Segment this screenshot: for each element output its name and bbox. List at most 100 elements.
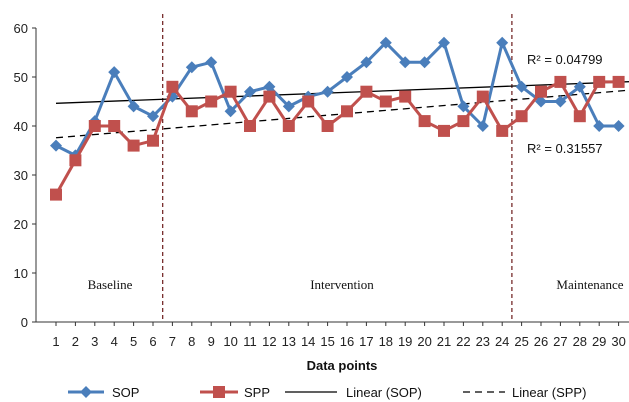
- data-point-spp: [147, 134, 159, 147]
- data-point-sop: [108, 66, 121, 79]
- data-point-spp: [360, 85, 373, 98]
- x-tick-label: 18: [379, 334, 393, 349]
- y-tick-label: 40: [14, 119, 28, 134]
- y-tick-label: 60: [14, 21, 28, 36]
- x-axis: 1 2 3 4 5 6 7 8 9 10 11 12 13 14 15 16 17 18 19 20 21 22 23 24 2…: [36, 321, 629, 349]
- data-point-sop: [573, 80, 586, 93]
- data-point-spp: [457, 115, 470, 128]
- data-point-spp: [205, 95, 218, 108]
- x-tick-label: 11: [243, 334, 257, 349]
- x-tick-label: 5: [130, 334, 137, 349]
- x-tick-label: 28: [573, 334, 587, 349]
- legend-item-spp: SPP: [200, 385, 270, 400]
- data-point-spp: [88, 120, 101, 132]
- data-point-spp: [108, 120, 121, 132]
- data-point-spp: [379, 95, 392, 108]
- x-tick-label: 1: [52, 334, 59, 349]
- data-point-spp: [399, 90, 412, 103]
- data-point-spp: [127, 139, 140, 152]
- data-point-sop: [244, 85, 256, 98]
- x-tick-label: 9: [208, 334, 215, 349]
- x-tick-label: 17: [359, 334, 373, 349]
- x-tick-label: 16: [340, 334, 354, 349]
- x-tick-label: 23: [476, 334, 490, 349]
- x-tick-label: 4: [111, 334, 118, 349]
- data-point-sop: [476, 120, 489, 132]
- data-point-spp: [341, 105, 353, 118]
- data-point-sop: [50, 139, 62, 152]
- x-tick-label: 15: [320, 334, 334, 349]
- y-tick-label: 20: [14, 217, 28, 232]
- x-tick-label: 27: [553, 334, 567, 349]
- data-point-sop: [341, 71, 353, 83]
- x-tick-label: 25: [514, 334, 528, 349]
- trendlines: [55, 81, 629, 139]
- data-point-sop: [438, 36, 450, 49]
- diamond-marker-icon: [80, 386, 92, 398]
- data-point-spp: [593, 75, 606, 88]
- x-tick-label: 29: [592, 334, 606, 349]
- y-tick-label: 0: [21, 315, 28, 330]
- x-axis-title: Data points: [307, 358, 378, 373]
- data-point-spp: [69, 154, 82, 167]
- phase-label-maintenance: Maintenance: [556, 277, 623, 292]
- data-point-sop: [515, 80, 528, 93]
- y-tick-label: 10: [14, 266, 28, 281]
- x-tick-label: 10: [223, 334, 237, 349]
- series-line-spp: [54, 80, 619, 196]
- data-point-sop: [593, 120, 606, 132]
- data-point-spp: [282, 120, 295, 132]
- data-point-sop: [612, 120, 625, 132]
- data-point-sop: [496, 36, 509, 49]
- legend-label-linear-spp: Linear (SPP): [512, 385, 586, 400]
- data-point-sop: [147, 110, 159, 123]
- data-point-spp: [321, 120, 334, 132]
- data-point-spp: [515, 110, 528, 123]
- x-tick-label: 7: [169, 334, 176, 349]
- data-point-spp: [554, 75, 567, 88]
- r2-label-spp: R² = 0.31557: [527, 141, 603, 156]
- data-point-spp: [166, 80, 179, 93]
- x-tick-label: 3: [91, 334, 98, 349]
- data-point-spp: [418, 115, 431, 128]
- data-point-sop: [224, 105, 237, 118]
- y-axis: 0 10 20 30 40 50 60: [14, 21, 37, 330]
- y-tick-label: 30: [14, 168, 28, 183]
- data-point-sop: [360, 56, 373, 69]
- legend: SOP SPP Linear (SOP) Linear (SPP): [68, 385, 586, 400]
- data-point-spp: [50, 188, 62, 201]
- data-point-sop: [185, 61, 198, 74]
- x-tick-label: 20: [417, 334, 431, 349]
- trendline-sop: [55, 81, 629, 104]
- data-point-sop: [379, 36, 392, 49]
- data-point-spp: [496, 124, 509, 137]
- data-point-sop: [282, 100, 295, 113]
- legend-label-sop: SOP: [112, 385, 139, 400]
- r2-label-sop: R² = 0.04799: [527, 52, 603, 67]
- x-tick-label: 6: [149, 334, 156, 349]
- x-tick-label: 2: [72, 334, 79, 349]
- legend-label-linear-sop: Linear (SOP): [346, 385, 422, 400]
- phase-label-baseline: Baseline: [88, 277, 133, 292]
- data-point-spp: [302, 95, 315, 108]
- legend-item-linear-sop: Linear (SOP): [285, 385, 422, 400]
- data-point-spp: [185, 105, 198, 118]
- x-tick-label: 22: [456, 334, 470, 349]
- square-marker-icon: [213, 386, 225, 398]
- legend-label-spp: SPP: [244, 385, 270, 400]
- data-point-sop: [535, 95, 547, 108]
- x-tick-label: 19: [398, 334, 412, 349]
- data-point-spp: [224, 85, 237, 98]
- data-point-sop: [205, 56, 218, 69]
- x-tick-label: 14: [301, 334, 315, 349]
- data-point-sop: [418, 56, 431, 69]
- data-point-spp: [263, 90, 276, 103]
- data-point-sop: [457, 100, 470, 113]
- x-tick-label: 13: [282, 334, 296, 349]
- x-tick-label: 8: [188, 334, 195, 349]
- data-point-sop: [554, 95, 567, 108]
- x-tick-label: 24: [495, 334, 509, 349]
- data-point-sop: [263, 80, 276, 93]
- x-tick-label: 21: [437, 334, 451, 349]
